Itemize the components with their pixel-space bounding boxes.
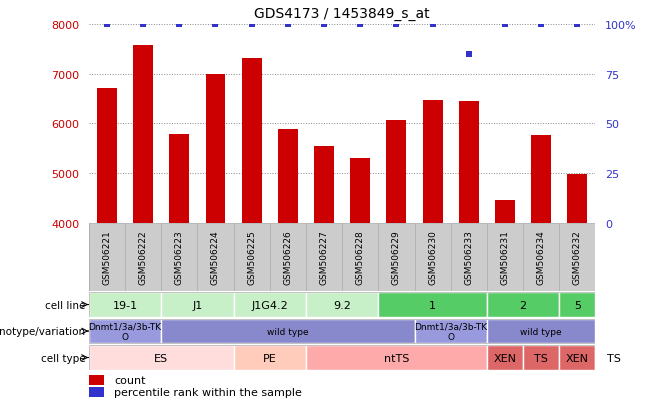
Text: PE: PE <box>263 353 276 363</box>
Bar <box>378 292 487 317</box>
Point <box>138 21 149 28</box>
Title: GDS4173 / 1453849_s_at: GDS4173 / 1453849_s_at <box>255 7 430 21</box>
Bar <box>314 147 334 413</box>
Point <box>210 21 220 28</box>
Bar <box>89 292 161 317</box>
Bar <box>161 292 234 317</box>
Point <box>355 21 365 28</box>
Point <box>427 21 438 28</box>
Text: ES: ES <box>154 353 168 363</box>
Text: TS: TS <box>607 353 620 363</box>
Text: TS: TS <box>534 353 548 363</box>
Bar <box>487 319 595 344</box>
Text: 1: 1 <box>429 300 436 310</box>
Point <box>536 21 546 28</box>
Text: GSM506228: GSM506228 <box>356 230 365 285</box>
Text: GSM506234: GSM506234 <box>537 230 545 285</box>
Bar <box>567 174 588 413</box>
Bar <box>350 159 370 413</box>
Text: GSM506232: GSM506232 <box>573 230 582 285</box>
Point <box>101 21 112 28</box>
Text: 5: 5 <box>574 300 581 310</box>
Text: genotype/variation: genotype/variation <box>0 326 86 336</box>
Bar <box>422 101 443 413</box>
Bar <box>415 319 487 344</box>
Bar <box>306 345 487 370</box>
Point <box>463 51 474 58</box>
Bar <box>487 292 559 317</box>
Text: XEN: XEN <box>566 353 589 363</box>
Text: ntTS: ntTS <box>384 353 409 363</box>
Point <box>318 21 329 28</box>
Text: Dnmt1/3a/3b-TK
O: Dnmt1/3a/3b-TK O <box>414 322 488 341</box>
Bar <box>595 345 632 370</box>
Text: GSM506223: GSM506223 <box>175 230 184 285</box>
Bar <box>495 201 515 413</box>
Text: Dnmt1/3a/3b-TK
O: Dnmt1/3a/3b-TK O <box>88 322 162 341</box>
Point <box>246 21 257 28</box>
Bar <box>306 292 378 317</box>
Bar <box>234 345 306 370</box>
Bar <box>89 345 234 370</box>
Text: GSM506222: GSM506222 <box>139 230 147 284</box>
Bar <box>278 129 298 413</box>
Bar <box>459 102 479 413</box>
Bar <box>559 345 595 370</box>
Text: J1: J1 <box>192 300 203 310</box>
Bar <box>205 75 226 413</box>
Bar <box>89 387 104 396</box>
Text: GSM506231: GSM506231 <box>501 230 509 285</box>
Text: 9.2: 9.2 <box>333 300 351 310</box>
Text: GSM506227: GSM506227 <box>320 230 328 285</box>
Text: GSM506229: GSM506229 <box>392 230 401 285</box>
Bar <box>169 135 190 413</box>
Point <box>572 21 582 28</box>
Text: GSM506224: GSM506224 <box>211 230 220 284</box>
Bar <box>523 345 559 370</box>
Bar <box>531 136 551 413</box>
Text: wild type: wild type <box>267 327 309 336</box>
Text: 19-1: 19-1 <box>113 300 138 310</box>
Text: GSM506226: GSM506226 <box>284 230 292 285</box>
Bar <box>386 121 407 413</box>
Bar <box>89 319 161 344</box>
Bar <box>89 375 104 385</box>
Text: J1G4.2: J1G4.2 <box>251 300 288 310</box>
Point <box>174 21 184 28</box>
Bar <box>559 292 595 317</box>
Text: wild type: wild type <box>520 327 562 336</box>
Bar <box>97 89 117 413</box>
Bar <box>234 292 306 317</box>
Point <box>391 21 401 28</box>
Text: XEN: XEN <box>494 353 517 363</box>
Point <box>499 21 510 28</box>
Point <box>283 21 293 28</box>
Text: count: count <box>114 375 145 385</box>
Text: 2: 2 <box>520 300 526 310</box>
Text: GSM506233: GSM506233 <box>465 230 473 285</box>
Text: cell line: cell line <box>45 300 86 310</box>
Text: GSM506230: GSM506230 <box>428 230 437 285</box>
Bar <box>487 345 523 370</box>
Bar <box>241 59 262 413</box>
Text: cell type: cell type <box>41 353 86 363</box>
Text: GSM506225: GSM506225 <box>247 230 256 285</box>
Text: percentile rank within the sample: percentile rank within the sample <box>114 387 302 397</box>
Bar <box>133 45 153 413</box>
Bar <box>161 319 415 344</box>
Text: GSM506221: GSM506221 <box>103 230 111 285</box>
